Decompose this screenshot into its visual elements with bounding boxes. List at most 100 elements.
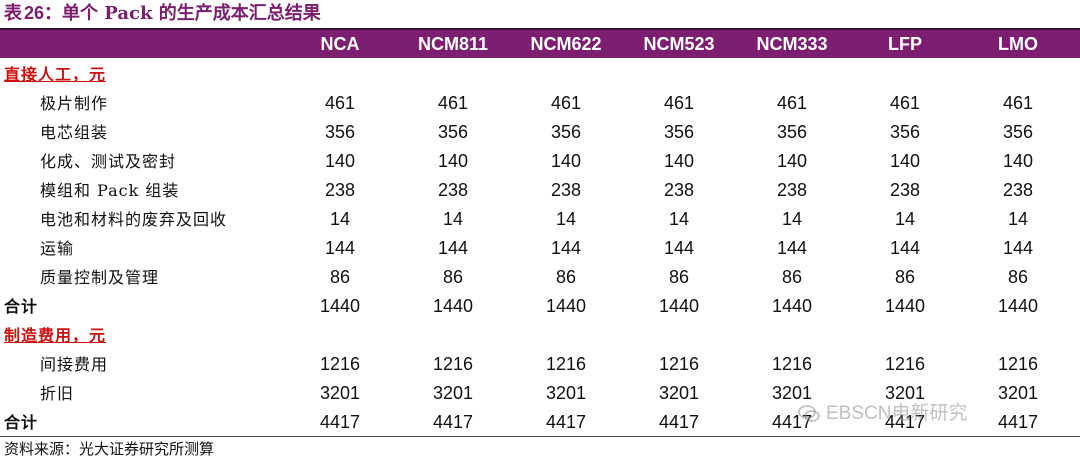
table-cell: 14 bbox=[1007, 209, 1029, 229]
column-header-ncm811: NCM811 bbox=[417, 34, 489, 54]
table-cell: 356 bbox=[1002, 122, 1034, 142]
table-cell: 238 bbox=[1002, 180, 1034, 200]
row-label: 电池和材料的废弃及回收 bbox=[40, 210, 228, 229]
table-row: 运输 144 144 144 144 144 144 144 bbox=[0, 234, 1080, 263]
table-cell: 461 bbox=[889, 93, 921, 113]
table-cell: 461 bbox=[776, 93, 808, 113]
table-cell: 238 bbox=[324, 180, 356, 200]
table-cell: 1440 bbox=[432, 296, 474, 316]
row-label: 质量控制及管理 bbox=[40, 268, 160, 287]
table-cell: 4417 bbox=[432, 412, 474, 432]
table-cell: 4417 bbox=[884, 412, 926, 432]
table-cell: 238 bbox=[776, 180, 808, 200]
table-cell: 140 bbox=[889, 151, 921, 171]
table-cell: 4417 bbox=[997, 412, 1039, 432]
table-cell: 3201 bbox=[884, 383, 926, 403]
row-label: 折旧 bbox=[40, 384, 75, 403]
table-cell: 238 bbox=[437, 180, 469, 200]
table-row: 化成、测试及密封 140 140 140 140 140 140 140 bbox=[0, 147, 1080, 176]
table-cell: 1440 bbox=[771, 296, 813, 316]
table-cell: 140 bbox=[776, 151, 808, 171]
table-cell: 140 bbox=[437, 151, 469, 171]
watermark: EBSCN电新研究 bbox=[798, 402, 967, 426]
column-header-lfp: LFP bbox=[888, 34, 922, 54]
table-cell: 1216 bbox=[319, 354, 361, 374]
column-header-lmo: LMO bbox=[998, 34, 1038, 54]
table-cell: 144 bbox=[437, 238, 469, 258]
table-cell: 356 bbox=[324, 122, 356, 142]
section-row: 直接人工，元 bbox=[0, 60, 1080, 89]
section-label: 直接人工，元 bbox=[4, 65, 107, 84]
total-row: 合计 4417 4417 4417 4417 4417 4417 4417 bbox=[0, 408, 1080, 437]
table-row: 模组和 Pack 组装 238 238 238 238 238 238 238 bbox=[0, 176, 1080, 205]
table-cell: 86 bbox=[555, 267, 577, 287]
table-cell: 356 bbox=[550, 122, 582, 142]
table-cell: 1440 bbox=[997, 296, 1039, 316]
table-bottom-rule bbox=[0, 436, 1080, 437]
table-cell: 140 bbox=[324, 151, 356, 171]
table-cell: 3201 bbox=[319, 383, 361, 403]
table-cell: 14 bbox=[555, 209, 577, 229]
table-row: 极片制作 461 461 461 461 461 461 461 bbox=[0, 89, 1080, 118]
table-cell: 14 bbox=[894, 209, 916, 229]
table-row: 电池和材料的废弃及回收 14 14 14 14 14 14 14 bbox=[0, 205, 1080, 234]
table-cell: 356 bbox=[776, 122, 808, 142]
table-cell: 144 bbox=[324, 238, 356, 258]
table-cell: 238 bbox=[550, 180, 582, 200]
table-cell: 1216 bbox=[658, 354, 700, 374]
table-row: 电芯组装 356 356 356 356 356 356 356 bbox=[0, 118, 1080, 147]
table-cell: 1440 bbox=[658, 296, 700, 316]
table-cell: 1216 bbox=[997, 354, 1039, 374]
source-note: 资料来源：光大证券研究所测算 bbox=[4, 440, 215, 458]
table-row: 折旧 3201 3201 3201 3201 3201 3201 3201 bbox=[0, 379, 1080, 408]
total-row: 合计 1440 1440 1440 1440 1440 1440 1440 bbox=[0, 292, 1080, 321]
row-label: 合计 bbox=[4, 413, 39, 432]
table-cell: 461 bbox=[324, 93, 356, 113]
table-cell: 3201 bbox=[545, 383, 587, 403]
table-cell: 356 bbox=[889, 122, 921, 142]
table-cell: 144 bbox=[663, 238, 695, 258]
table-header: NCA NCM811 NCM622 NCM523 NCM333 LFP LMO bbox=[0, 28, 1080, 58]
column-header-nca: NCA bbox=[320, 34, 360, 54]
row-label: 极片制作 bbox=[40, 94, 109, 113]
table-cell: 3201 bbox=[771, 383, 813, 403]
table-cell: 461 bbox=[1002, 93, 1034, 113]
table-cell: 86 bbox=[781, 267, 803, 287]
table-cell: 144 bbox=[889, 238, 921, 258]
row-label: 化成、测试及密封 bbox=[40, 152, 177, 171]
table-cell: 4417 bbox=[658, 412, 700, 432]
table-cell: 356 bbox=[437, 122, 469, 142]
column-header-ncm622: NCM622 bbox=[530, 34, 602, 54]
table-cell: 144 bbox=[550, 238, 582, 258]
table-cell: 86 bbox=[329, 267, 351, 287]
table-cell: 86 bbox=[894, 267, 916, 287]
table-cell: 14 bbox=[442, 209, 464, 229]
table-cell: 238 bbox=[663, 180, 695, 200]
section-label: 制造费用，元 bbox=[4, 326, 107, 345]
table-cell: 3201 bbox=[432, 383, 474, 403]
title-prefix: 表 bbox=[4, 3, 22, 24]
wechat-icon bbox=[798, 405, 820, 422]
table-cell: 461 bbox=[550, 93, 582, 113]
table-row: 间接费用 1216 1216 1216 1216 1216 1216 1216 bbox=[0, 350, 1080, 379]
table-cell: 14 bbox=[668, 209, 690, 229]
table-cell: 1440 bbox=[319, 296, 361, 316]
section-row: 制造费用，元 bbox=[0, 321, 1080, 350]
table-cell: 461 bbox=[663, 93, 695, 113]
table-cell: 140 bbox=[1002, 151, 1034, 171]
table-row: 质量控制及管理 86 86 86 86 86 86 86 bbox=[0, 263, 1080, 292]
table-cell: 3201 bbox=[997, 383, 1039, 403]
table-cell: 4417 bbox=[545, 412, 587, 432]
table-cell: 14 bbox=[329, 209, 351, 229]
table-cell: 140 bbox=[550, 151, 582, 171]
table-cell: 1216 bbox=[545, 354, 587, 374]
table-cell: 86 bbox=[1007, 267, 1029, 287]
row-label: 合计 bbox=[4, 297, 39, 316]
title-text: 单个 Pack 的生产成本汇总结果 bbox=[62, 3, 321, 24]
table-cell: 1216 bbox=[432, 354, 474, 374]
column-header-ncm333: NCM333 bbox=[756, 34, 828, 54]
row-label: 模组和 Pack 组装 bbox=[40, 181, 180, 200]
table-cell: 1216 bbox=[771, 354, 813, 374]
table-cell: 3201 bbox=[658, 383, 700, 403]
table-cell: 1216 bbox=[884, 354, 926, 374]
